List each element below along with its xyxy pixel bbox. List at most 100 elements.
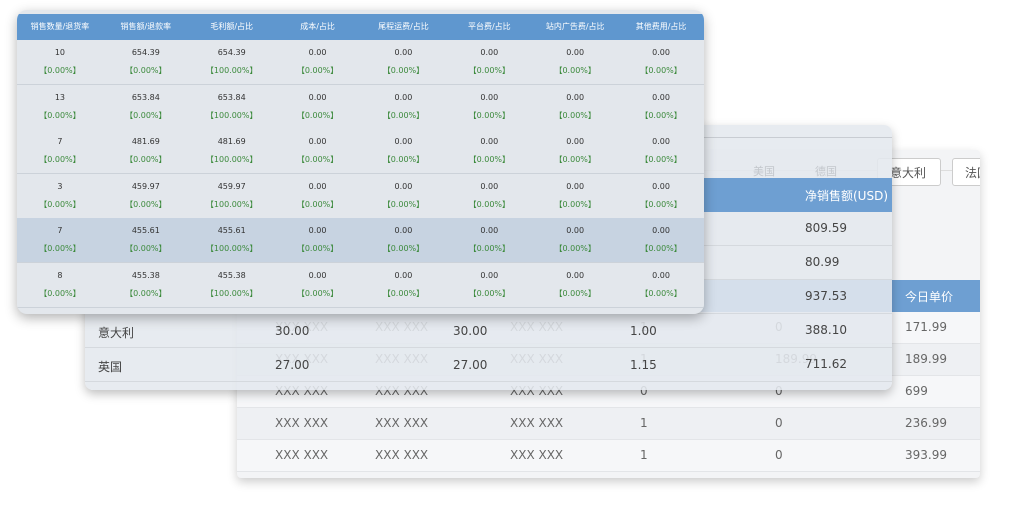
net-cell: 388.10 — [805, 323, 847, 337]
cell-ratio: 【0.00%】 — [382, 155, 425, 164]
row — [17, 218, 704, 263]
tab: 美国 — [753, 165, 775, 178]
cell: XXX XXX — [375, 448, 429, 462]
cell-value: 0.00 — [308, 226, 327, 235]
cell-ratio: 【0.00%】 — [296, 66, 339, 75]
cell-ratio: 【0.00%】 — [640, 244, 682, 253]
cell-value: 653.84 — [131, 92, 160, 102]
cell-ratio: 【100.00%】 — [205, 110, 258, 120]
cell-ratio: 【0.00%】 — [382, 199, 425, 209]
tab: 德国 — [815, 165, 837, 178]
cell-ratio: 【100.00%】 — [205, 244, 258, 253]
cell-ratio: 【0.00%】 — [640, 199, 682, 209]
cell-value: 0.00 — [394, 48, 413, 57]
cell-ratio: 【0.00%】 — [125, 199, 167, 209]
net-cell: 937.53 — [805, 289, 847, 303]
row — [85, 348, 892, 382]
cell: 393.99 — [905, 448, 947, 462]
cell-value: 0.00 — [308, 48, 327, 57]
cell-ratio: 【0.00%】 — [296, 110, 339, 120]
cell-ratio: 【0.00%】 — [468, 288, 511, 298]
cell-value: 0.00 — [652, 48, 670, 57]
cell-value: 13 — [54, 92, 66, 102]
header-cell: 今日单价 — [905, 290, 954, 304]
net-cell: 80.99 — [805, 255, 840, 269]
cell: XXX XXX — [275, 416, 329, 430]
cell-ratio: 【0.00%】 — [382, 288, 425, 298]
cell: XXX XXX — [510, 448, 564, 462]
cell-value: 0.00 — [480, 137, 499, 146]
cell-ratio: 【0.00%】 — [296, 244, 339, 253]
cell-value: 3 — [57, 181, 63, 191]
cell-value: 0.00 — [480, 48, 499, 57]
cell-value: 0.00 — [394, 270, 413, 280]
header-cell: 销售额/退款率 — [120, 22, 172, 31]
cell-value: 0.00 — [652, 226, 670, 235]
tab-label: 意大利 — [890, 166, 927, 180]
header-cell: 销售数量/退货率 — [30, 22, 90, 31]
cell: 1.00 — [630, 324, 657, 338]
cell-ratio: 【0.00%】 — [554, 288, 596, 298]
cell: XXX XXX — [510, 416, 564, 430]
cell: 英国 — [98, 360, 123, 374]
cell-value: 455.61 — [131, 226, 160, 235]
cell-ratio: 【0.00%】 — [125, 288, 167, 298]
cell-value: 0.00 — [566, 226, 585, 235]
header-cell: 站内广告费/占比 — [545, 22, 605, 31]
cell-ratio: 【0.00%】 — [640, 66, 682, 75]
row — [237, 408, 980, 440]
front-card: 销售数量/退货率 销售额/退款率 毛利额/占比 成本/占比 尾程运费/占比 平台费/占比 站… — [17, 10, 704, 314]
net-cell: 711.62 — [805, 357, 847, 371]
cell-ratio: 【0.00%】 — [382, 110, 425, 120]
cell: 27.00 — [453, 358, 488, 372]
cell-value: 7 — [57, 137, 63, 146]
header-cell: 平台费/占比 — [467, 22, 511, 31]
cell-value: 0.00 — [480, 226, 499, 235]
cell-ratio: 【0.00%】 — [39, 288, 81, 298]
cell: 699 — [905, 384, 928, 398]
tab[interactable]: 法国 — [952, 158, 980, 186]
header-row — [17, 14, 704, 40]
cell-ratio: 【100.00%】 — [205, 288, 258, 298]
cell-value: 0.00 — [480, 270, 499, 280]
cell-ratio: 【0.00%】 — [125, 244, 167, 253]
tab-label: 法国 — [965, 166, 980, 180]
cell-ratio: 【0.00%】 — [296, 155, 339, 164]
cell-ratio: 【0.00%】 — [39, 66, 81, 75]
row — [237, 440, 980, 472]
cell-ratio: 【0.00%】 — [640, 110, 682, 120]
cell-value: 0.00 — [566, 137, 585, 146]
cell-value: 0.00 — [394, 92, 413, 102]
cell-value: 0.00 — [652, 270, 670, 280]
cell-ratio: 【0.00%】 — [640, 288, 682, 298]
cell-ratio: 【0.00%】 — [468, 199, 511, 209]
header-cell: 其他费用/占比 — [635, 22, 687, 31]
cell-ratio: 【0.00%】 — [554, 199, 596, 209]
cell: 1 — [640, 448, 648, 462]
cell-ratio: 【0.00%】 — [468, 155, 511, 164]
cell-ratio: 【100.00%】 — [205, 155, 258, 164]
cell-value: 0.00 — [394, 181, 413, 191]
row — [17, 129, 704, 174]
cell-value: 455.38 — [217, 270, 246, 280]
cell-value: 10 — [54, 48, 66, 57]
cell-value: 653.84 — [217, 92, 246, 102]
cell-value: 481.69 — [217, 137, 246, 146]
cell: 171.99 — [905, 320, 947, 334]
cell-ratio: 【0.00%】 — [296, 199, 339, 209]
cell-ratio: 【0.00%】 — [125, 155, 167, 164]
cell: 1 — [640, 416, 648, 430]
cell: 0 — [775, 416, 783, 430]
cell-ratio: 【0.00%】 — [39, 244, 81, 253]
cell-value: 459.97 — [131, 181, 160, 191]
header-cell: 毛利额/占比 — [210, 22, 254, 31]
cell-value: 0.00 — [480, 181, 499, 191]
cell-value: 0.00 — [308, 181, 327, 191]
cell-value: 7 — [57, 226, 63, 235]
cell: 27.00 — [275, 358, 310, 372]
cell: 189.99 — [905, 352, 947, 366]
cell-ratio: 【100.00%】 — [205, 199, 258, 209]
cell: 意大利 — [98, 326, 135, 340]
cell: 30.00 — [275, 324, 310, 338]
